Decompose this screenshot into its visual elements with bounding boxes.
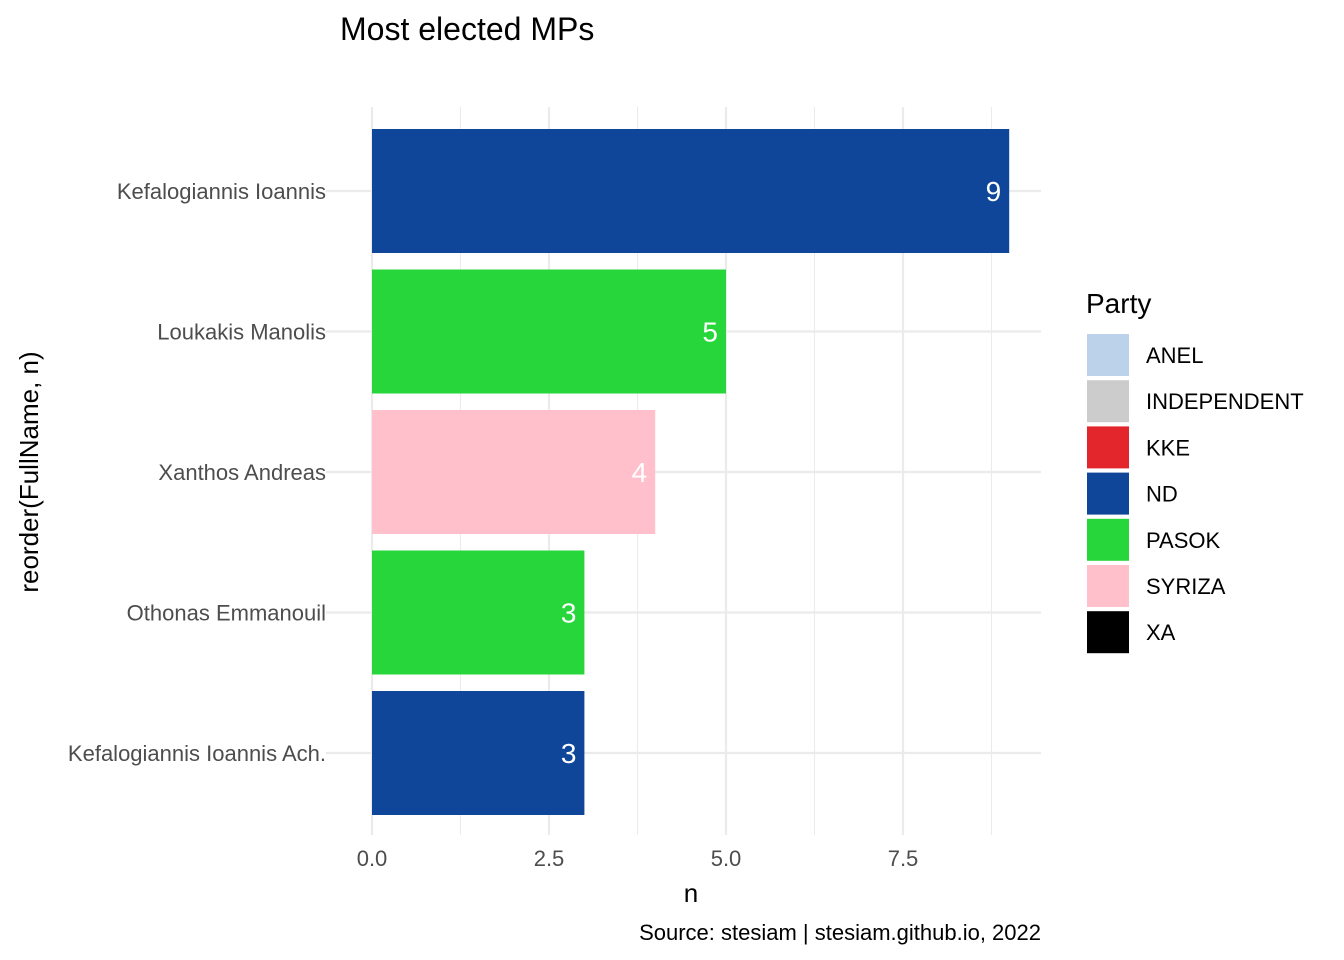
legend-key-pasok — [1087, 518, 1129, 561]
bar-value-label: 9 — [986, 176, 1002, 207]
caption: Source: stesiam | stesiam.github.io, 202… — [639, 920, 1041, 945]
bar-value-label: 3 — [561, 738, 577, 769]
y-tick-label: Xanthos Andreas — [158, 460, 326, 485]
bar-kefalogiannis-ioannis-ach — [372, 691, 585, 815]
bar-value-label: 5 — [702, 317, 718, 348]
legend-key-nd — [1087, 472, 1129, 515]
y-axis-title: reorder(FullName, n) — [14, 351, 44, 592]
y-tick-labels: Kefalogiannis Ioannis Loukakis Manolis Xan… — [68, 179, 326, 766]
legend-label: INDEPENDENT — [1146, 389, 1304, 414]
legend-key-kke — [1087, 426, 1129, 469]
legend-label: SYRIZA — [1146, 574, 1226, 599]
x-tick-label: 5.0 — [711, 846, 742, 871]
x-tick-label: 7.5 — [888, 846, 919, 871]
bars-group: 9 5 4 3 3 — [372, 129, 1010, 815]
x-tick-labels: 0.0 2.5 5.0 7.5 — [357, 846, 919, 871]
legend-key-syriza — [1087, 565, 1129, 607]
bar-value-label: 4 — [632, 457, 648, 488]
legend: Party ANEL INDEPENDENT KKE ND PASOK SYRIZA XA — [1086, 288, 1304, 654]
bar-xanthos-andreas — [372, 410, 656, 534]
chart-title: Most elected MPs — [340, 11, 594, 47]
y-tick-label: Kefalogiannis Ioannis — [117, 179, 326, 204]
bar-loukakis-manolis — [372, 269, 726, 394]
x-axis-title: n — [684, 878, 698, 908]
legend-label: ND — [1146, 482, 1178, 507]
legend-key-anel — [1087, 334, 1129, 376]
legend-key-xa — [1087, 611, 1129, 654]
legend-label: XA — [1146, 620, 1176, 645]
y-tick-label: Loukakis Manolis — [157, 320, 326, 345]
bar-value-label: 3 — [561, 598, 577, 629]
x-tick-label: 2.5 — [534, 846, 565, 871]
legend-label: ANEL — [1146, 343, 1203, 368]
x-tick-label: 0.0 — [357, 846, 388, 871]
legend-title: Party — [1086, 288, 1151, 319]
legend-key-independent — [1087, 380, 1129, 423]
bar-othonas-emmanouil — [372, 550, 585, 675]
legend-label: PASOK — [1146, 528, 1221, 553]
y-tick-label: Kefalogiannis Ioannis Ach. — [68, 741, 326, 766]
y-tick-label: Othonas Emmanouil — [127, 601, 326, 626]
bar-kefalogiannis-ioannis — [372, 129, 1010, 253]
legend-label: KKE — [1146, 435, 1190, 460]
